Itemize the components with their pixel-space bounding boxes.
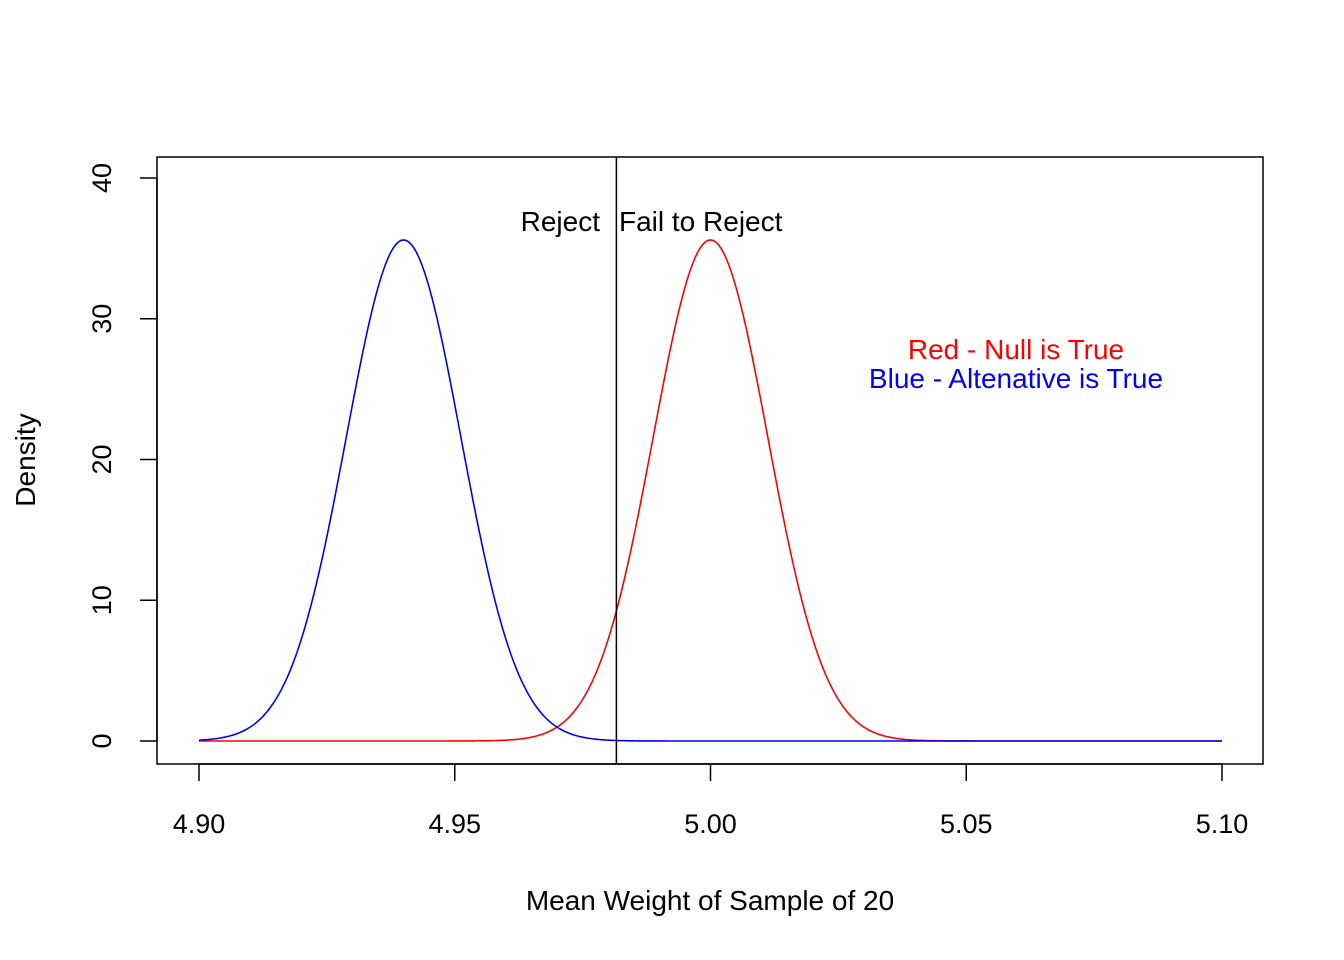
x-axis: 4.90 4.95 5.00 5.05 5.10 [173, 763, 1249, 839]
legend-red-text: Red - Null is True [908, 334, 1124, 365]
x-axis-title: Mean Weight of Sample of 20 [526, 885, 894, 916]
series-layer [198, 239, 1222, 742]
x-tick-label: 4.90 [173, 809, 226, 839]
y-tick-label: 10 [87, 585, 117, 615]
null-density-curve [199, 239, 1222, 742]
y-axis: 0 10 20 30 40 [87, 163, 158, 749]
y-tick-label: 20 [87, 444, 117, 474]
x-tick-label: 5.05 [940, 809, 993, 839]
y-tick-label: 0 [87, 733, 117, 748]
alternative-density-curve [198, 239, 1222, 742]
x-tick-label: 5.00 [684, 809, 737, 839]
annotation-reject: Reject [521, 206, 601, 237]
plot-frame [156, 156, 1264, 765]
x-tick-label: 4.95 [428, 809, 481, 839]
x-tick-label: 5.10 [1196, 809, 1249, 839]
y-tick-label: 40 [87, 163, 117, 193]
y-axis-title: Density [10, 413, 41, 506]
legend-blue-text: Blue - Altenative is True [869, 363, 1163, 394]
y-tick-label: 30 [87, 304, 117, 334]
annotation-fail-to-reject: Fail to Reject [619, 206, 783, 237]
